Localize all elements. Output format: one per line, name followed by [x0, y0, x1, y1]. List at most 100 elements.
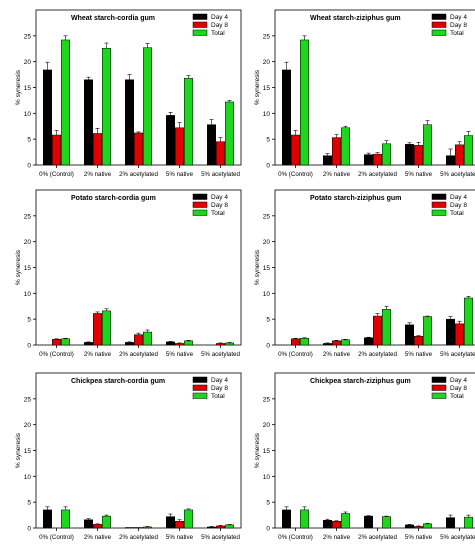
bar-day-8	[373, 315, 382, 346]
y-tick-label: 10	[24, 111, 32, 118]
bar-day-8	[332, 521, 341, 529]
bar-day-8	[455, 323, 464, 346]
bar-total	[464, 516, 473, 529]
legend-swatch-day-8	[431, 21, 447, 28]
x-tick-label: 2% native	[323, 171, 351, 178]
bar-total	[382, 143, 391, 166]
panel-wheat-cordia: 0 5 10 15 20 25 % syneresis Wheat starch-cordia…	[15, 9, 242, 178]
bar-day-8	[93, 133, 102, 166]
y-tick-label: 25	[24, 213, 32, 220]
bar-total	[423, 124, 432, 166]
bar-day-4	[125, 342, 134, 346]
bar-day-8	[175, 521, 184, 529]
bar-day-4	[323, 155, 332, 166]
y-tick-label: 10	[263, 291, 271, 298]
legend-label: Day 8	[450, 22, 467, 29]
legend-swatch-day-8	[192, 384, 208, 391]
panel-potato-cordia: 0 5 10 15 20 25 % syneresis Potato starch-cordi…	[15, 189, 242, 358]
y-tick-label: 15	[263, 85, 271, 92]
y-tick-label: 20	[24, 422, 32, 429]
chart-title: Chickpea starch-cordia gum	[71, 378, 165, 385]
legend-label: Total	[211, 30, 225, 37]
bar-day-4	[207, 526, 216, 529]
y-tick-label: 20	[263, 59, 271, 66]
x-tick-label: 0% (Control)	[278, 351, 313, 358]
legend-label: Day 4	[450, 194, 467, 201]
x-tick-label: 5% acetylated	[201, 171, 240, 178]
y-axis-label: % syneresis	[254, 69, 261, 105]
x-tick-label: 5% native	[166, 534, 194, 541]
chart-title: Wheat starch-cordia gum	[71, 15, 155, 22]
bar-total	[300, 338, 309, 346]
bar-total	[184, 509, 193, 529]
x-tick-label: 2% native	[84, 351, 112, 358]
chart-title: Wheat starch-ziziphus gum	[310, 15, 401, 22]
y-tick-label: 10	[263, 111, 271, 118]
x-tick-label: 2% acetylated	[358, 171, 397, 178]
x-tick-label: 0% (Control)	[278, 171, 313, 178]
bar-total	[464, 297, 473, 346]
y-tick-label: 15	[24, 448, 32, 455]
legend-swatch-day-4	[431, 193, 447, 200]
legend-swatch-total	[431, 209, 447, 216]
bar-day-8	[216, 525, 225, 529]
y-tick-label: 5	[27, 137, 31, 144]
y-tick-label: 0	[27, 526, 31, 533]
y-tick-label: 25	[263, 396, 271, 403]
legend-swatch-day-8	[192, 21, 208, 28]
x-tick-label: 5% acetylated	[201, 351, 240, 358]
bar-day-4	[405, 144, 414, 166]
legend-swatch-day-4	[192, 376, 208, 383]
legend-swatch-day-8	[192, 201, 208, 208]
bar-total	[143, 526, 152, 529]
y-tick-label: 15	[24, 85, 32, 92]
bar-day-4	[125, 79, 134, 166]
bar-total	[102, 47, 111, 166]
legend-label: Day 8	[211, 385, 228, 392]
y-tick-label: 20	[24, 239, 32, 246]
y-tick-label: 20	[263, 422, 271, 429]
y-tick-label: 10	[263, 474, 271, 481]
y-tick-label: 15	[24, 265, 32, 272]
legend-label: Total	[450, 393, 464, 400]
bar-day-8	[175, 343, 184, 346]
bar-total	[341, 127, 350, 166]
bar-day-4	[166, 341, 175, 346]
bar-day-4	[364, 337, 373, 346]
y-tick-label: 15	[263, 265, 271, 272]
x-tick-label: 5% native	[166, 351, 194, 358]
bar-total	[143, 47, 152, 166]
bar-total	[225, 342, 234, 346]
bar-day-4	[84, 519, 93, 529]
bar-day-8	[414, 335, 423, 346]
bar-total	[225, 101, 234, 166]
bar-total	[423, 316, 432, 346]
panel-chickpea-cordia: 0 5 10 15 20 25 % syneresis Chickpea starch-cor…	[15, 372, 242, 541]
bar-day-8	[52, 339, 61, 346]
bar-day-4	[43, 509, 52, 529]
y-axis-label: % syneresis	[15, 249, 22, 285]
bar-day-4	[405, 524, 414, 529]
x-tick-label: 2% acetylated	[358, 534, 397, 541]
y-tick-label: 20	[24, 59, 32, 66]
legend-label: Day 4	[211, 377, 228, 384]
legend-swatch-total	[192, 209, 208, 216]
legend-swatch-total	[431, 392, 447, 399]
bar-day-8	[216, 141, 225, 166]
x-tick-label: 2% acetylated	[358, 351, 397, 358]
bar-day-4	[84, 79, 93, 166]
x-tick-label: 5% acetylated	[440, 534, 475, 541]
x-tick-label: 2% acetylated	[119, 351, 158, 358]
x-tick-label: 5% native	[405, 534, 433, 541]
y-tick-label: 5	[266, 317, 270, 324]
legend-label: Day 8	[211, 22, 228, 29]
y-axis-label: % syneresis	[15, 432, 22, 468]
x-tick-label: 0% (Control)	[39, 351, 74, 358]
x-tick-label: 0% (Control)	[39, 171, 74, 178]
bar-total	[464, 135, 473, 166]
panel-chickpea-ziziphus: 0 5 10 15 20 25 % syneresis Chickpea starch-ziz…	[254, 372, 475, 541]
y-tick-label: 15	[263, 448, 271, 455]
bar-day-8	[291, 338, 300, 346]
y-tick-label: 5	[27, 500, 31, 507]
bar-day-8	[52, 134, 61, 166]
